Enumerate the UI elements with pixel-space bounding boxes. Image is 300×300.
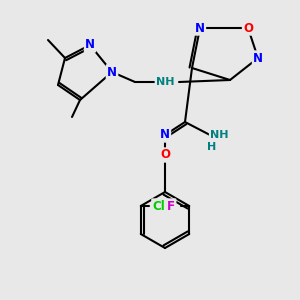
Text: NH: NH	[210, 130, 229, 140]
Text: N: N	[160, 128, 170, 142]
Text: N: N	[107, 65, 117, 79]
Text: N: N	[253, 52, 263, 64]
Text: N: N	[195, 22, 205, 34]
Text: O: O	[160, 148, 170, 161]
Text: NH: NH	[156, 77, 174, 87]
Text: H: H	[207, 142, 217, 152]
Text: N: N	[107, 65, 117, 79]
Text: Cl: Cl	[152, 200, 165, 212]
Text: N: N	[85, 38, 95, 52]
Text: O: O	[243, 22, 253, 34]
Text: F: F	[167, 200, 175, 212]
